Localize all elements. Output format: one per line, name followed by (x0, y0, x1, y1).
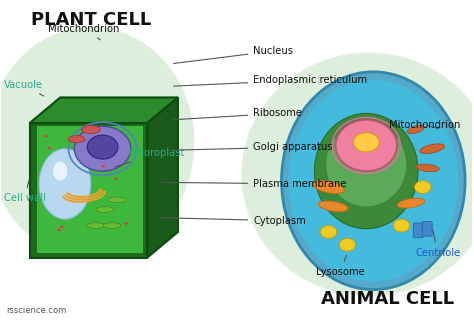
Ellipse shape (416, 164, 439, 172)
Ellipse shape (44, 135, 48, 137)
Ellipse shape (414, 181, 431, 193)
FancyBboxPatch shape (30, 123, 147, 257)
Polygon shape (30, 98, 178, 123)
Text: ANIMAL CELL: ANIMAL CELL (321, 290, 454, 307)
Ellipse shape (320, 225, 337, 238)
Ellipse shape (314, 113, 418, 229)
Text: Cytoplasm: Cytoplasm (160, 216, 306, 226)
Ellipse shape (319, 201, 348, 212)
Ellipse shape (96, 207, 114, 213)
Ellipse shape (313, 181, 344, 193)
Ellipse shape (326, 123, 406, 206)
Ellipse shape (339, 238, 356, 251)
Ellipse shape (393, 219, 410, 232)
Text: Chloroplast: Chloroplast (115, 149, 185, 167)
Text: Vacuole: Vacuole (4, 80, 44, 96)
Ellipse shape (397, 198, 425, 208)
Ellipse shape (241, 53, 474, 296)
Text: Lysosome: Lysosome (316, 255, 365, 277)
Polygon shape (147, 98, 178, 257)
Ellipse shape (60, 225, 64, 228)
Ellipse shape (108, 197, 126, 203)
Ellipse shape (53, 162, 67, 181)
Ellipse shape (124, 222, 128, 225)
Text: Cell wall: Cell wall (4, 180, 46, 203)
Text: Plasma membrane: Plasma membrane (162, 179, 347, 189)
Ellipse shape (74, 126, 131, 171)
Ellipse shape (87, 223, 104, 228)
Ellipse shape (288, 80, 458, 281)
Text: Nucleus: Nucleus (173, 46, 293, 64)
Text: Mitochondrion: Mitochondrion (48, 24, 119, 40)
Text: Golgi apparatus: Golgi apparatus (171, 142, 333, 152)
Ellipse shape (82, 125, 100, 133)
Ellipse shape (101, 165, 105, 168)
Ellipse shape (0, 27, 194, 257)
Text: Centriole: Centriole (415, 230, 460, 258)
Text: rsscience.com: rsscience.com (6, 306, 66, 315)
Ellipse shape (407, 125, 424, 134)
Ellipse shape (114, 178, 118, 180)
Text: Endoplasmic reticulum: Endoplasmic reticulum (173, 75, 367, 86)
FancyBboxPatch shape (36, 126, 143, 253)
Ellipse shape (87, 135, 118, 159)
Ellipse shape (47, 147, 51, 150)
Ellipse shape (39, 149, 91, 219)
Ellipse shape (353, 133, 379, 152)
Ellipse shape (68, 136, 85, 143)
FancyBboxPatch shape (413, 223, 423, 238)
Ellipse shape (57, 229, 61, 231)
Text: Mitochondrion: Mitochondrion (389, 120, 460, 130)
Ellipse shape (79, 137, 82, 140)
Ellipse shape (282, 72, 465, 290)
Ellipse shape (336, 120, 397, 171)
Ellipse shape (103, 223, 121, 228)
FancyBboxPatch shape (422, 221, 432, 236)
Text: Ribosome: Ribosome (173, 109, 302, 120)
Text: PLANT CELL: PLANT CELL (31, 11, 151, 29)
Ellipse shape (420, 144, 445, 153)
